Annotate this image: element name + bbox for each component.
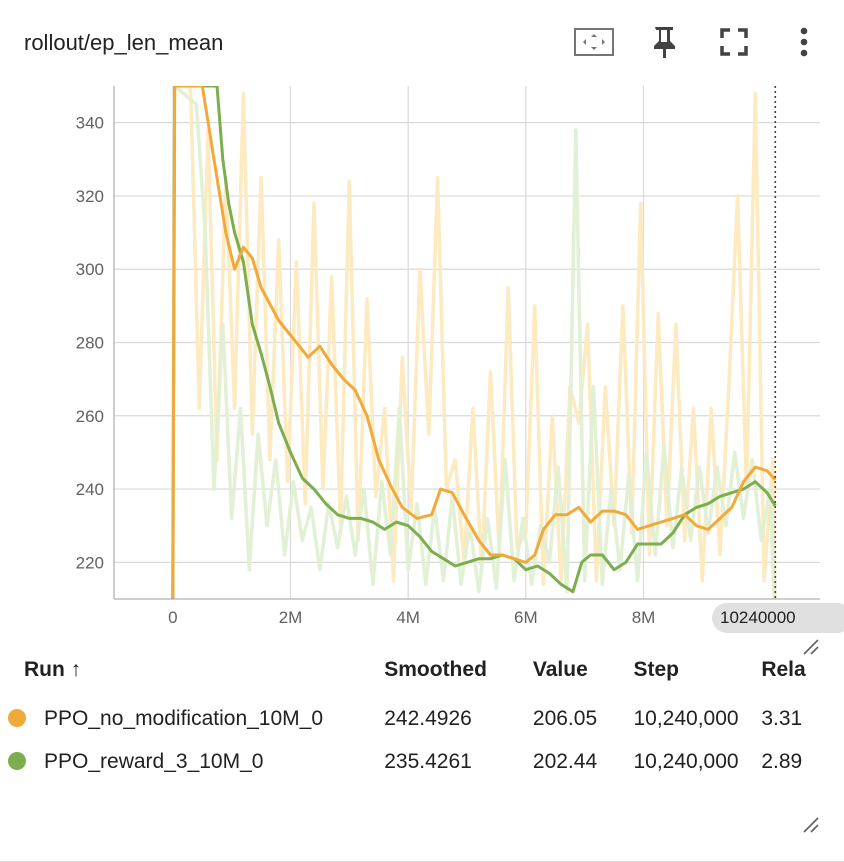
smoothed-column-header[interactable]: Smoothed — [384, 658, 487, 681]
relative-column-header[interactable]: Rela — [761, 658, 806, 681]
y-tick-label: 340 — [76, 114, 104, 133]
step-column-header[interactable]: Step — [633, 658, 679, 681]
raw-series-layer — [171, 86, 777, 599]
relative-value: 3.31 — [761, 706, 803, 730]
x-tick-label: 2M — [279, 608, 303, 627]
x-tick-label: 8M — [632, 608, 656, 627]
fullscreen-button[interactable] — [714, 22, 754, 62]
run-name: PPO_reward_3_10M_0 — [44, 749, 264, 773]
smoothed-series-line[interactable] — [171, 86, 777, 599]
line-chart[interactable]: 220 240 260 280 300 320 340 0 2M 4M 6M 8M — [0, 80, 820, 640]
value-column-header[interactable]: Value — [532, 658, 588, 681]
y-tick-label: 320 — [76, 187, 104, 206]
relative-value: 2.89 — [761, 749, 803, 773]
legend-container: Run ↑ Smoothed Value Step Rela PPO_no_mo… — [0, 640, 820, 800]
smoothed-value: 235.4261 — [384, 749, 472, 773]
y-tick-label: 240 — [76, 480, 104, 499]
legend-header-row: Run ↑ Smoothed Value Step Rela — [24, 655, 820, 697]
pin-icon — [654, 27, 675, 58]
series-color-dot — [8, 708, 26, 727]
raw-series-line — [171, 86, 777, 599]
fullscreen-icon — [720, 28, 748, 56]
y-tick-label: 300 — [76, 260, 104, 279]
resize-handle-icon[interactable] — [800, 636, 820, 656]
legend-row[interactable]: PPO_reward_3_10M_0 235.4261 202.44 10,24… — [8, 740, 820, 783]
smoothed-series-line[interactable] — [171, 86, 777, 599]
more-options-button[interactable] — [784, 22, 824, 62]
hover-step-badge: 10240000 — [712, 603, 844, 633]
step-value: 10,240,000 — [633, 706, 739, 730]
step-value: 10,240,000 — [633, 749, 739, 773]
smoothed-value: 242.4926 — [384, 706, 472, 730]
chart-title: rollout/ep_len_mean — [24, 30, 224, 55]
legend-table: Run ↑ Smoothed Value Step Rela PPO_no_mo… — [8, 655, 820, 783]
x-tick-label: 4M — [396, 608, 420, 627]
y-tick-label: 220 — [76, 553, 104, 572]
series-color-dot — [8, 751, 26, 770]
fit-domain-button[interactable] — [574, 22, 614, 62]
more-vert-icon — [800, 27, 808, 57]
legend-row[interactable]: PPO_no_modification_10M_0 242.4926 206.0… — [8, 697, 820, 740]
y-tick-label: 280 — [76, 334, 104, 353]
chart-toolbar — [574, 22, 824, 62]
x-tick-label: 6M — [514, 608, 538, 627]
raw-value: 202.44 — [532, 749, 598, 773]
smoothed-series-layer — [171, 86, 777, 599]
y-tick-label: 260 — [76, 407, 104, 426]
run-column-header[interactable]: Run ↑ — [24, 658, 82, 681]
raw-value: 206.05 — [532, 706, 598, 730]
pin-button[interactable] — [644, 22, 684, 62]
run-name: PPO_no_modification_10M_0 — [44, 706, 324, 730]
x-tick-label: 0 — [168, 608, 177, 627]
raw-series-line — [171, 86, 776, 599]
chart-axes: 220 240 260 280 300 320 340 0 2M 4M 6M 8M — [76, 86, 820, 627]
fit-domain-icon — [574, 28, 614, 56]
resize-handle-icon[interactable] — [800, 814, 820, 834]
